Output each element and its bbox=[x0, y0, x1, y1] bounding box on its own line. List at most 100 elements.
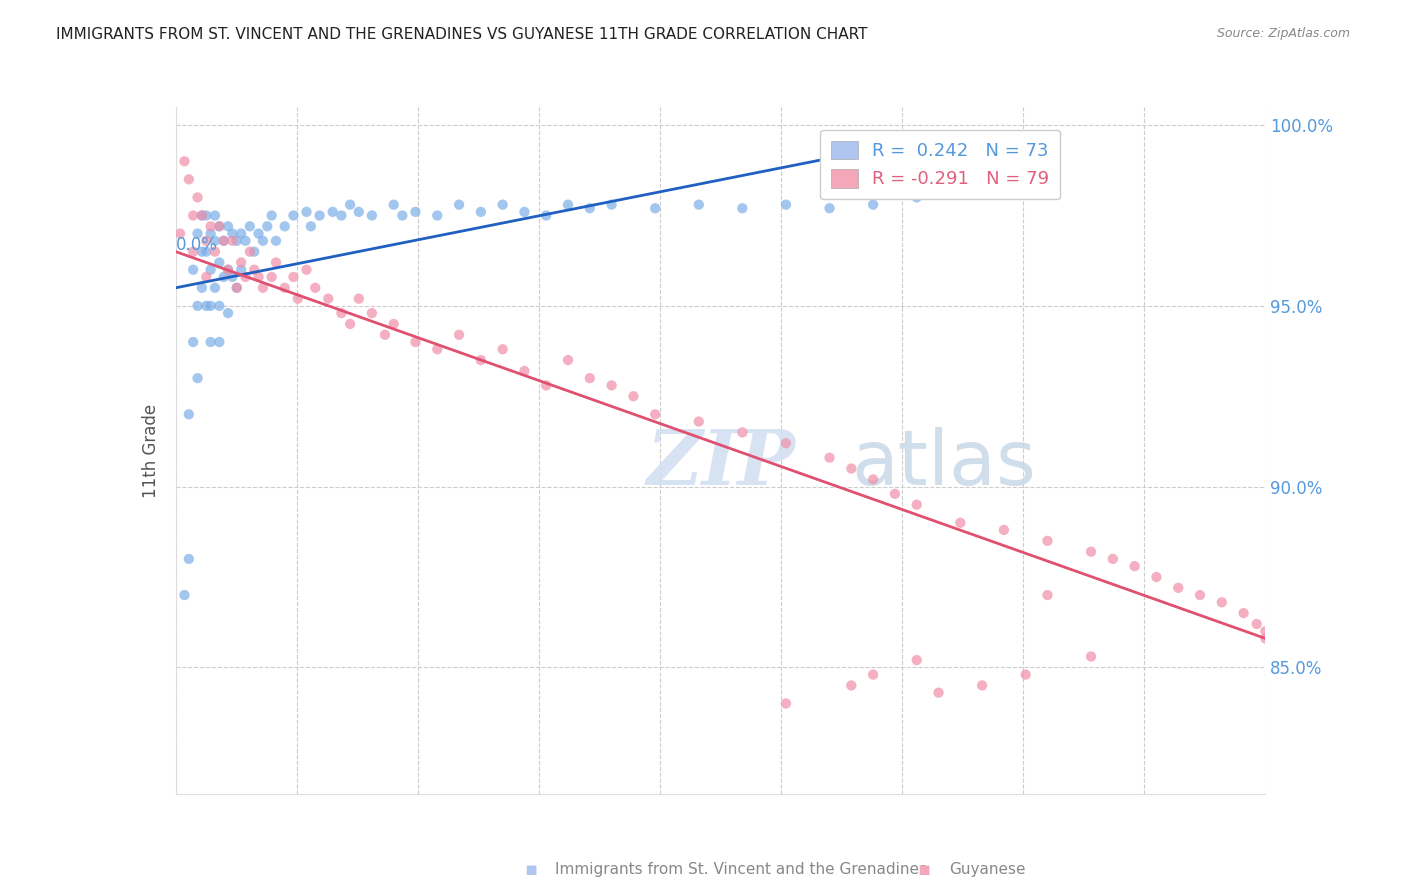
series2 bbox=[204, 244, 226, 259]
series1 bbox=[688, 197, 710, 211]
series1 bbox=[322, 205, 344, 219]
series2 bbox=[731, 425, 754, 440]
series2 bbox=[374, 327, 396, 342]
series2 bbox=[217, 262, 239, 277]
series1 bbox=[195, 209, 218, 223]
series1 bbox=[299, 219, 322, 234]
series2 bbox=[247, 269, 270, 284]
series1 bbox=[775, 197, 797, 211]
series1 bbox=[221, 269, 243, 284]
series1 bbox=[195, 244, 218, 259]
series1 bbox=[225, 234, 247, 248]
series2 bbox=[181, 244, 204, 259]
series2 bbox=[1102, 552, 1125, 566]
series2 bbox=[304, 281, 326, 295]
series1 bbox=[391, 209, 413, 223]
series1 bbox=[225, 281, 247, 295]
series2 bbox=[200, 219, 222, 234]
series1 bbox=[200, 334, 222, 349]
series2 bbox=[905, 498, 928, 512]
series2 bbox=[993, 523, 1015, 537]
series1 bbox=[208, 255, 231, 269]
series1 bbox=[181, 334, 204, 349]
series1 bbox=[177, 552, 200, 566]
series2 bbox=[1246, 617, 1268, 632]
series1 bbox=[191, 281, 214, 295]
Text: ▪: ▪ bbox=[918, 860, 938, 880]
series2 bbox=[252, 281, 274, 295]
series2 bbox=[318, 292, 340, 306]
series2 bbox=[426, 343, 449, 357]
Legend: R =  0.242   N = 73, R = -0.291   N = 79: R = 0.242 N = 73, R = -0.291 N = 79 bbox=[820, 130, 1060, 199]
series2 bbox=[1189, 588, 1212, 602]
series2 bbox=[339, 317, 361, 331]
series2 bbox=[1211, 595, 1233, 609]
series2 bbox=[470, 353, 492, 368]
Text: 0.0%: 0.0% bbox=[176, 236, 218, 254]
series1 bbox=[731, 201, 754, 215]
Text: IMMIGRANTS FROM ST. VINCENT AND THE GRENADINES VS GUYANESE 11TH GRADE CORRELATIO: IMMIGRANTS FROM ST. VINCENT AND THE GREN… bbox=[56, 27, 868, 42]
series1 bbox=[200, 262, 222, 277]
series1 bbox=[557, 197, 579, 211]
series1 bbox=[534, 209, 557, 223]
series1 bbox=[208, 219, 231, 234]
series2 bbox=[970, 678, 993, 692]
series2 bbox=[557, 353, 579, 368]
series2 bbox=[600, 378, 623, 392]
series2 bbox=[283, 269, 305, 284]
Text: Guyanese: Guyanese bbox=[949, 863, 1025, 877]
Text: atlas: atlas bbox=[852, 427, 1036, 501]
series1 bbox=[217, 219, 239, 234]
series1 bbox=[243, 244, 266, 259]
series2 bbox=[1015, 667, 1038, 681]
series1 bbox=[181, 262, 204, 277]
series2 bbox=[841, 461, 863, 475]
series2 bbox=[862, 667, 884, 681]
series1 bbox=[818, 201, 841, 215]
series2 bbox=[243, 262, 266, 277]
series2 bbox=[1167, 581, 1189, 595]
series1 bbox=[200, 299, 222, 313]
series2 bbox=[231, 255, 253, 269]
series1 bbox=[274, 219, 297, 234]
series2 bbox=[173, 154, 195, 169]
series2 bbox=[239, 244, 262, 259]
series1 bbox=[252, 234, 274, 248]
series2 bbox=[1144, 570, 1167, 584]
series1 bbox=[186, 299, 209, 313]
series2 bbox=[347, 292, 370, 306]
series1 bbox=[195, 299, 218, 313]
series2 bbox=[208, 219, 231, 234]
series1 bbox=[644, 201, 666, 215]
series1 bbox=[283, 209, 305, 223]
series1 bbox=[191, 244, 214, 259]
series1 bbox=[231, 227, 253, 241]
series1 bbox=[295, 205, 318, 219]
series2 bbox=[775, 697, 797, 711]
series2 bbox=[1254, 624, 1277, 639]
series1 bbox=[308, 209, 330, 223]
Text: Immigrants from St. Vincent and the Grenadines: Immigrants from St. Vincent and the Gren… bbox=[555, 863, 928, 877]
series1 bbox=[360, 209, 382, 223]
series2 bbox=[1254, 632, 1277, 646]
Text: ZIP: ZIP bbox=[647, 427, 794, 501]
series1 bbox=[173, 588, 195, 602]
series2 bbox=[1080, 544, 1102, 558]
series2 bbox=[949, 516, 972, 530]
series2 bbox=[621, 389, 644, 403]
series2 bbox=[775, 436, 797, 450]
series1 bbox=[382, 197, 405, 211]
series2 bbox=[688, 415, 710, 429]
series2 bbox=[884, 487, 907, 501]
series1 bbox=[862, 197, 884, 211]
Y-axis label: 11th Grade: 11th Grade bbox=[142, 403, 160, 498]
series2 bbox=[235, 269, 257, 284]
series2 bbox=[492, 343, 515, 357]
series2 bbox=[405, 334, 427, 349]
series2 bbox=[225, 281, 247, 295]
series2 bbox=[1232, 606, 1256, 620]
series1 bbox=[212, 234, 235, 248]
series2 bbox=[513, 364, 536, 378]
series2 bbox=[295, 262, 318, 277]
series1 bbox=[239, 219, 262, 234]
